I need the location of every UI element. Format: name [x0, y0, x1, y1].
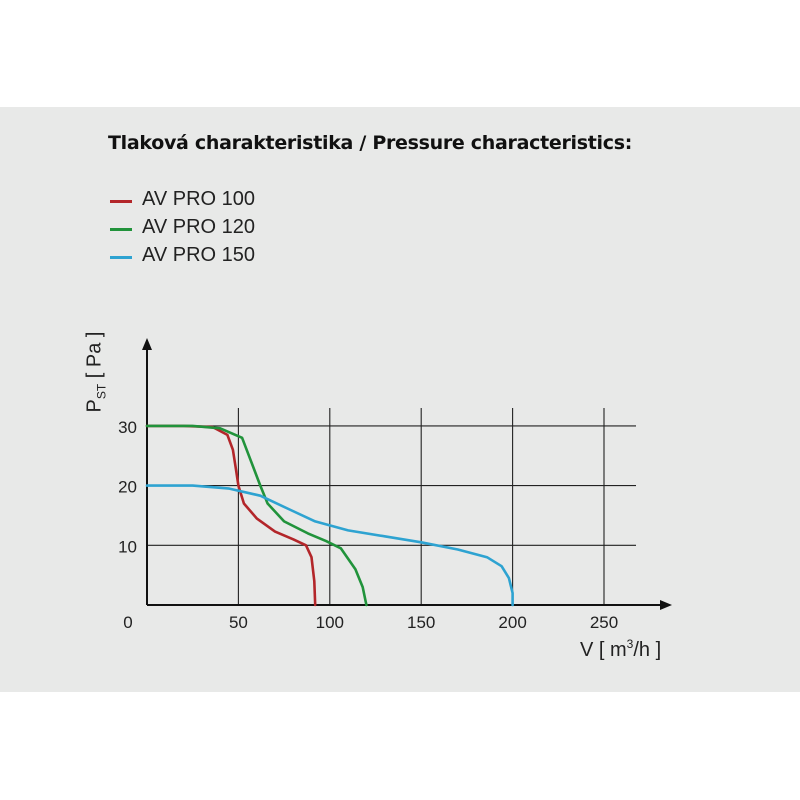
y-axis-label-main: P: [83, 399, 106, 413]
x-axis-label-sup: 3: [626, 637, 634, 651]
chart-title: Tlaková charakteristika / Pressure chara…: [108, 132, 633, 154]
y-tick-label: 20: [118, 478, 137, 497]
x-tick-label: 150: [407, 613, 435, 632]
legend-swatch-av-pro-150: [110, 256, 132, 259]
series-line-av-pro-120: [145, 424, 368, 607]
y-axis-label-unit: [ Pa ]: [83, 331, 106, 379]
legend-label: AV PRO 100: [142, 188, 256, 210]
x-axis-label-pre: V [ m: [580, 639, 627, 661]
x-tick-label: 50: [229, 613, 248, 632]
series-line-av-pro-100: [145, 424, 317, 607]
legend-label: AV PRO 150: [142, 244, 256, 266]
y-axis-label: PST [ Pa ]: [84, 332, 109, 413]
x-tick-label: 100: [316, 613, 344, 632]
x-axis-label: V [ m3/h ]: [580, 637, 661, 662]
x-tick-label: 0: [123, 613, 132, 632]
x-axis-label-post: /h ]: [633, 639, 662, 661]
y-tick-label: 10: [118, 537, 137, 556]
chart-panel: [0, 107, 800, 692]
legend-label: AV PRO 120: [142, 216, 256, 238]
y-axis-label-sub: ST: [94, 383, 109, 400]
x-axis-arrow: [660, 600, 672, 610]
y-tick-label: 30: [118, 418, 137, 437]
x-tick-label: 200: [498, 613, 526, 632]
legend-swatch-av-pro-120: [110, 228, 132, 231]
y-axis-arrow: [142, 338, 152, 350]
x-tick-label: 250: [590, 613, 618, 632]
legend-swatch-av-pro-100: [110, 200, 132, 203]
series-line-av-pro-150: [145, 484, 514, 607]
